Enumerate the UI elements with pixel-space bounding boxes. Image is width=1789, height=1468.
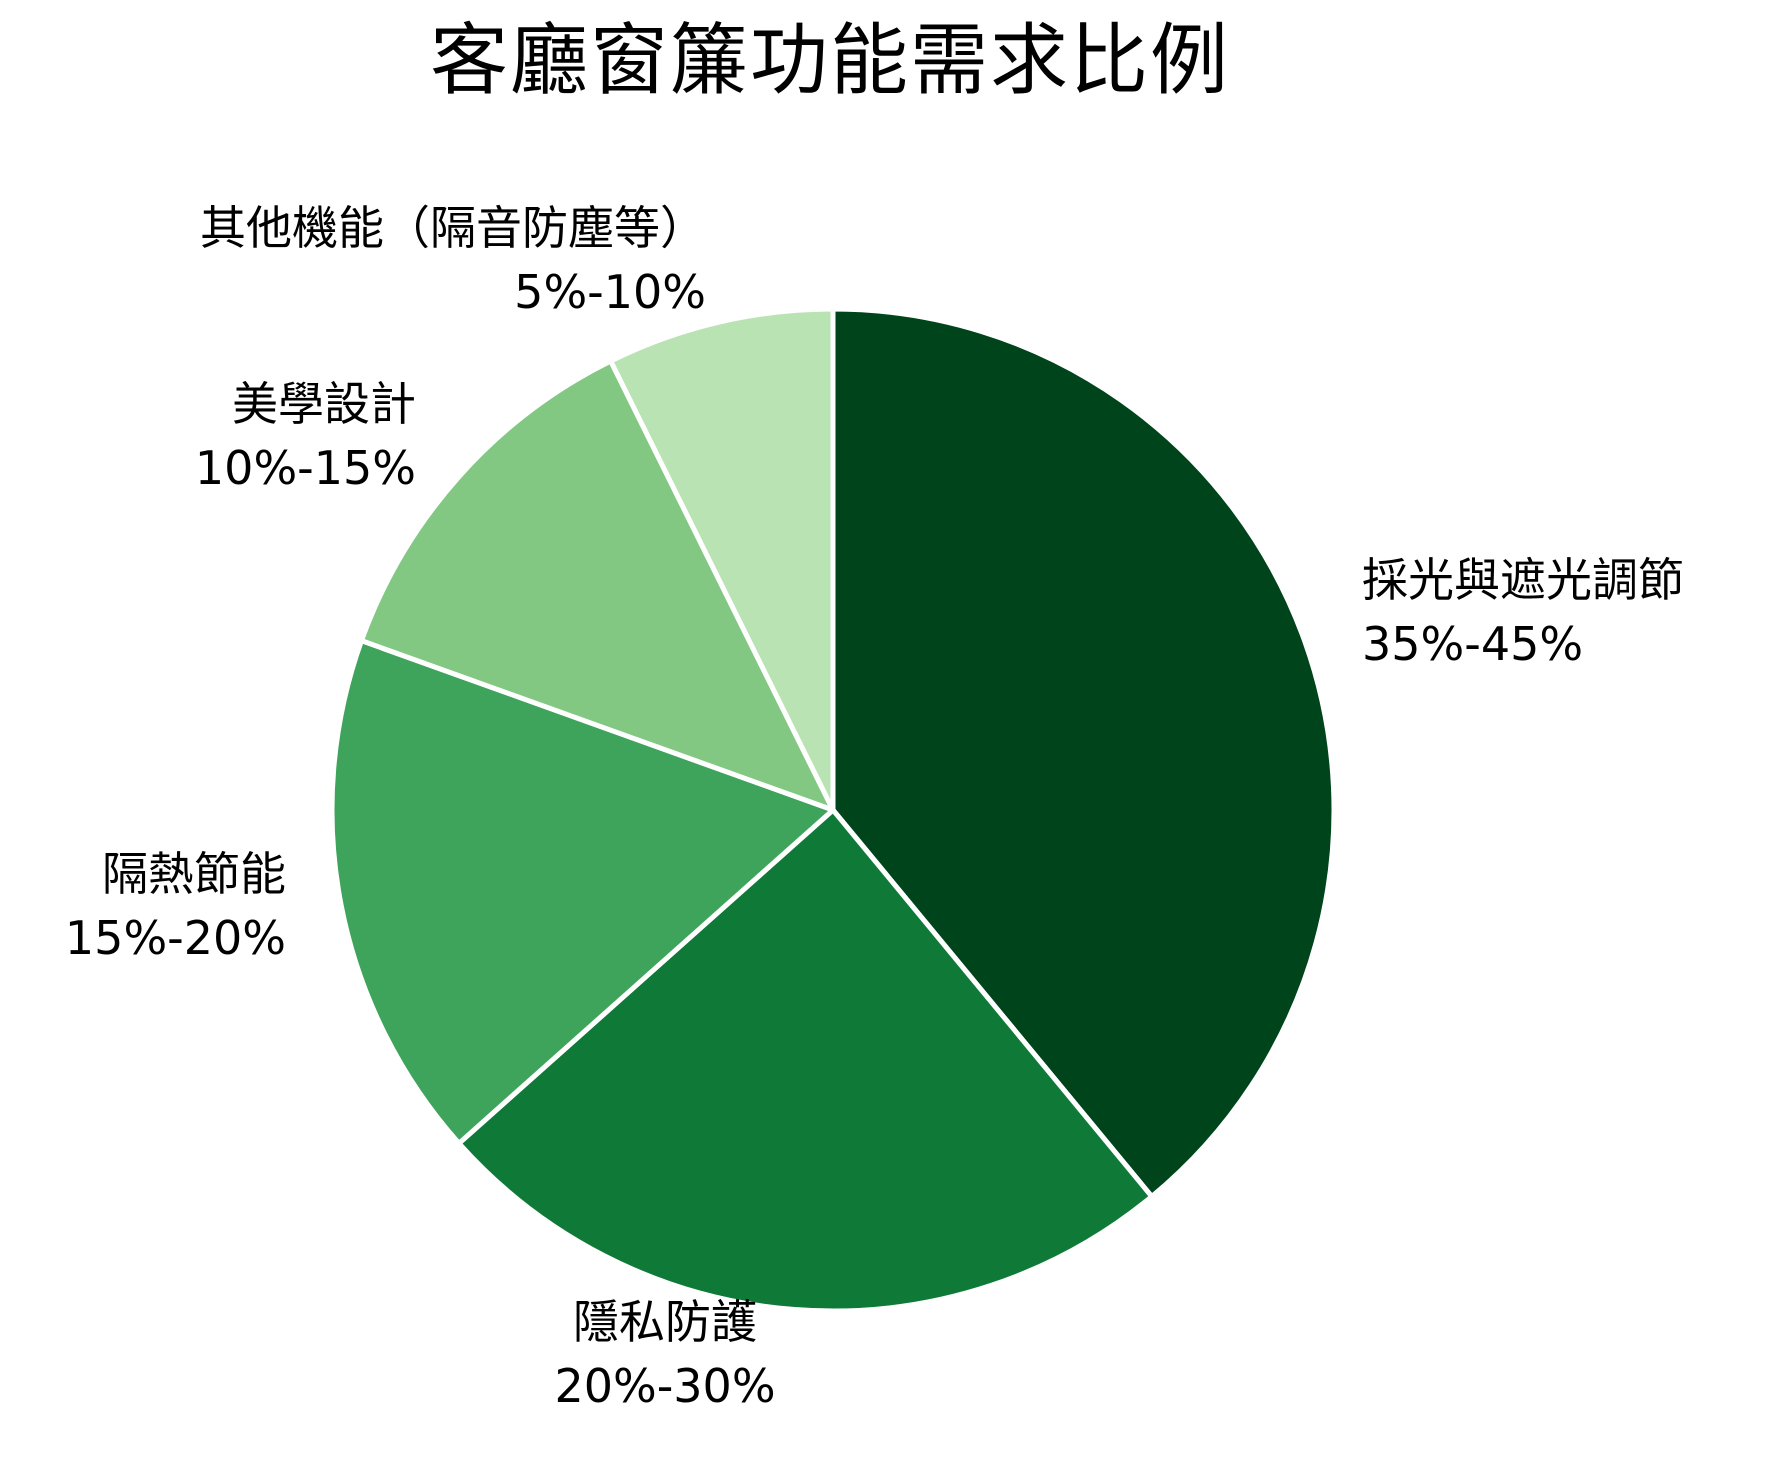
slice-label-name: 美學設計 — [232, 377, 416, 431]
slice-label-range: 35%-45% — [1362, 617, 1584, 671]
pie-slice-privacy — [456, 807, 1155, 1314]
slice-label-name: 隱私防護 — [573, 1295, 757, 1349]
slice-label-name: 其他機能（隔音防塵等） — [200, 201, 706, 255]
slice-label-range: 5%-10% — [514, 265, 706, 319]
slice-label-privacy: 隱私防護 20%-30% — [530, 1290, 800, 1418]
slice-label-other: 其他機能（隔音防塵等） 5%-10% — [200, 196, 706, 324]
pie-slice-aesthetics — [358, 358, 836, 813]
slice-label-aesthetics: 美學設計 10%-15% — [195, 372, 416, 500]
slice-label-range: 20%-30% — [554, 1359, 776, 1413]
slice-label-range: 15%-20% — [64, 911, 286, 965]
pie-slice-other — [608, 306, 836, 813]
slice-label-name: 採光與遮光調節 — [1362, 553, 1684, 607]
slice-label-name: 隔熱節能 — [102, 847, 286, 901]
slice-label-range: 10%-15% — [194, 441, 416, 495]
slice-label-insulation: 隔熱節能 15%-20% — [65, 842, 286, 970]
slice-label-lighting: 採光與遮光調節 35%-45% — [1362, 548, 1684, 676]
chart-title: 客廳窗簾功能需求比例 — [429, 16, 1230, 106]
pie-slice-lighting — [830, 306, 1337, 1200]
